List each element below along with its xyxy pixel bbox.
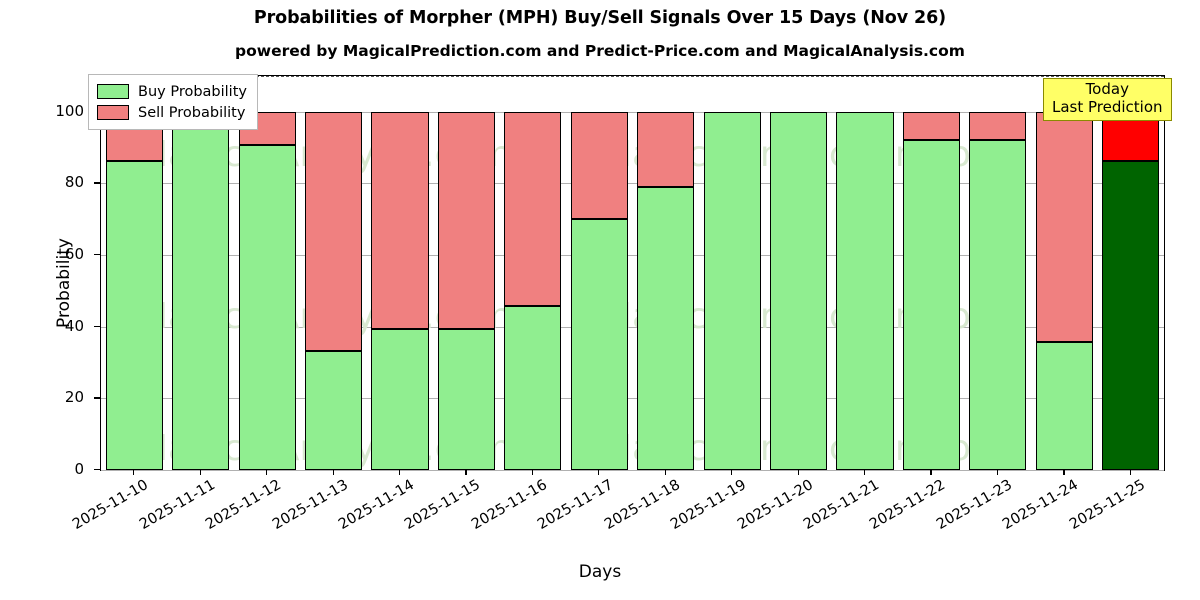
bar-segment-buy[interactable] [703,111,761,470]
x-axis-tick-mark [332,469,334,475]
x-axis-tick-mark [664,469,666,475]
bar-segment-buy[interactable] [770,111,828,470]
bar-group[interactable] [1035,111,1093,470]
bar-group[interactable] [504,111,562,470]
bar-group[interactable] [105,111,163,470]
legend-label-sell: Sell Probability [138,104,246,121]
bar-group[interactable] [770,111,828,470]
plot-area: MagicalAnalysis.comMagicalPrediction.com… [100,75,1165,471]
bar-segment-buy[interactable] [437,328,495,470]
bar-segment-buy[interactable] [1102,160,1160,470]
chart-legend: Buy Probability Sell Probability [88,74,258,130]
gridline-horizontal [101,183,1164,185]
bar-group[interactable] [304,111,363,470]
y-axis-tick-label: 100 [55,101,84,120]
x-axis-tick-mark [199,469,201,475]
bar-group[interactable] [371,111,429,470]
y-axis-tick-label: 40 [64,316,84,335]
x-axis-tick-mark [133,469,135,475]
x-axis-tick-mark [996,469,999,475]
bar-segment-sell[interactable] [637,111,695,187]
x-axis-tick-mark [531,469,534,475]
bar-group[interactable] [836,111,894,470]
gridline-horizontal [101,111,1164,113]
bar-segment-buy[interactable] [172,111,230,470]
legend-swatch-buy [97,84,129,99]
chart-subtitle: powered by MagicalPrediction.com and Pre… [235,42,965,60]
bar-group[interactable] [1102,111,1160,470]
y-axis-tick-mark [94,254,100,256]
today-annotation-box: Today Last Prediction [1043,78,1172,122]
bar-group[interactable] [437,111,495,470]
x-axis-title: Days [578,562,622,582]
bar-segment-sell[interactable] [969,111,1027,141]
bar-segment-buy[interactable] [902,140,961,470]
legend-item-sell: Sell Probability [97,102,247,123]
bar-group[interactable] [902,111,961,470]
today-label-line1: Today [1085,80,1129,98]
x-axis-tick-mark [266,469,268,475]
dashed-reference-line [101,76,1164,77]
legend-swatch-sell [97,105,129,120]
legend-label-buy: Buy Probability [138,83,247,100]
bar-group[interactable] [172,111,230,470]
x-axis-tick-mark [598,469,600,475]
bar-segment-buy[interactable] [105,160,163,470]
bar-segment-sell[interactable] [504,111,562,306]
x-axis-tick-mark [465,469,467,475]
gridline-horizontal [101,255,1164,257]
bar-segment-buy[interactable] [238,144,296,470]
y-axis-tick-mark [94,325,100,327]
legend-item-buy: Buy Probability [97,81,247,102]
bar-segment-buy[interactable] [1035,341,1093,470]
y-axis-tick-label: 80 [64,173,84,192]
y-axis-tick-label: 60 [64,245,84,264]
bars-layer [101,76,1164,470]
x-axis-tick-mark [1063,469,1065,475]
x-axis-tick-mark [1129,469,1131,475]
x-axis-tick-mark [398,469,401,475]
y-axis-tick-label: 20 [64,388,84,407]
x-axis-tick-mark [797,469,799,475]
bar-segment-buy[interactable] [570,218,628,470]
today-label-line2: Last Prediction [1052,97,1163,116]
bar-group[interactable] [969,111,1027,470]
gridline-horizontal [101,398,1164,400]
bar-segment-buy[interactable] [504,305,562,470]
bar-segment-buy[interactable] [304,351,363,470]
bar-segment-sell[interactable] [304,111,363,352]
bar-segment-sell[interactable] [902,111,961,141]
y-axis-tick-mark [94,469,100,471]
bar-segment-buy[interactable] [836,111,894,470]
y-axis-tick-label: 0 [74,460,84,478]
bar-segment-buy[interactable] [969,140,1027,470]
bar-segment-buy[interactable] [637,186,695,470]
bar-group[interactable] [570,111,628,470]
x-axis-tick-mark [731,469,733,475]
gridline-horizontal [101,326,1164,328]
bar-segment-sell[interactable] [371,111,429,329]
bar-segment-sell[interactable] [1035,111,1093,342]
bar-segment-buy[interactable] [371,328,429,470]
x-axis-tick-mark [864,469,866,475]
bar-group[interactable] [238,111,296,470]
bar-group[interactable] [637,111,695,470]
x-axis-tick-mark [930,469,932,475]
y-axis-tick-mark [94,397,100,399]
y-axis-tick-mark [94,182,100,184]
chart-title: Probabilities of Morpher (MPH) Buy/Sell … [253,8,947,28]
bar-segment-sell[interactable] [570,111,628,219]
y-axis-title: Probability [54,238,74,328]
bar-segment-sell[interactable] [437,111,495,329]
bar-group[interactable] [703,111,761,470]
gridline-horizontal [101,470,1164,471]
